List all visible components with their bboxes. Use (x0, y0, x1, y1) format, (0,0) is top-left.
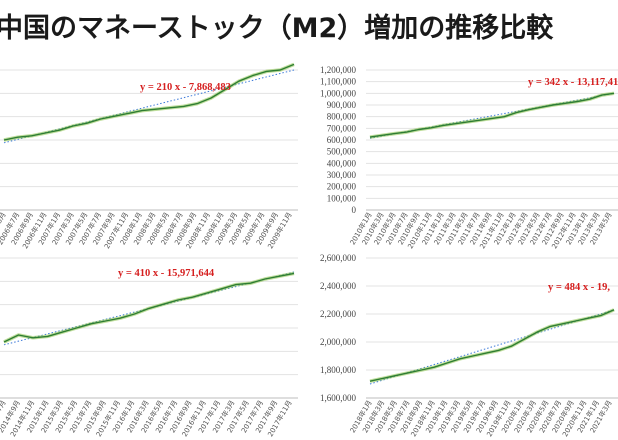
trend-equation: y = 342 x - 13,117,414 (528, 77, 618, 88)
y-tick-label: 700,000 (327, 123, 357, 133)
y-tick-label: 1,000,000 (320, 88, 357, 98)
y-tick-label: 0 (352, 205, 357, 215)
series-line-shadow (369, 91, 615, 139)
y-tick-label: 2,200,000 (320, 309, 357, 319)
y-tick-label: 1,800,000 (320, 365, 357, 375)
y-tick-label: 400,000 (327, 158, 357, 168)
y-tick-label: 300,000 (327, 170, 357, 180)
y-tick-label: 2,400,000 (320, 281, 357, 291)
page-title: 中国のマネーストック（M2）増加の推移比較 (0, 13, 554, 44)
y-tick-label: 2,600,000 (320, 253, 357, 263)
trend-equation: y = 410 x - 15,971,644 (118, 268, 215, 279)
y-tick-label: 1,100,000 (320, 77, 357, 87)
y-tick-label: 1,600,000 (320, 393, 357, 403)
series-line (3, 63, 295, 141)
series-line (369, 92, 615, 138)
y-tick-label: 1,200,000 (320, 65, 357, 75)
series-line (369, 309, 615, 382)
y-tick-label: 900,000 (327, 100, 357, 110)
y-tick-label: 2,000,000 (320, 337, 357, 347)
y-tick-label: 200,000 (327, 182, 357, 192)
trend-equation: y = 484 x - 19, (548, 282, 610, 293)
series-line (3, 272, 295, 343)
y-tick-label: 800,000 (327, 112, 357, 122)
y-tick-label: 100,000 (327, 193, 357, 203)
y-tick-label: 600,000 (327, 135, 357, 145)
y-tick-label: 500,000 (327, 147, 357, 157)
trend-equation: y = 210 x - 7,868,483 (140, 82, 231, 93)
